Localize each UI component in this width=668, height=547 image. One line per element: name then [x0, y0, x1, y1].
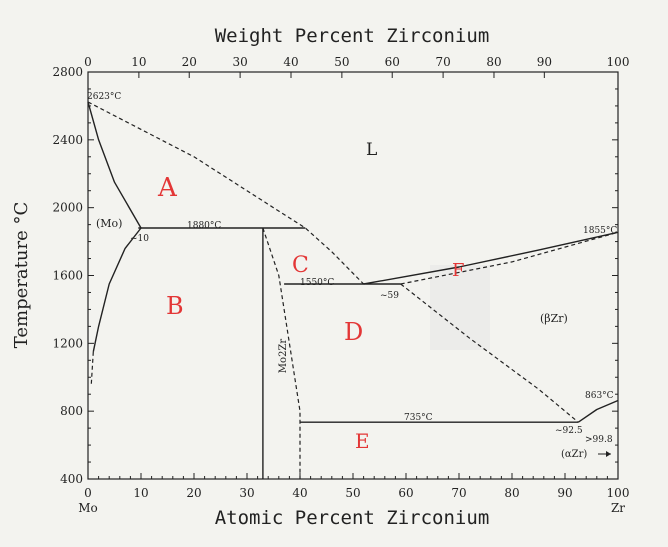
dashed-line-mo-liquidus-dashed: [87, 101, 365, 285]
eutectoid-temp-label: 735°C: [404, 413, 433, 423]
eutectic-temp-label: 1550°C: [300, 278, 334, 288]
dashed-line-mo-solvus-dotted: [90, 351, 94, 386]
y-tick-label: 2800: [52, 65, 83, 79]
mo-phase-label: (Mo): [96, 217, 122, 230]
top-tick-label: 20: [182, 55, 197, 69]
zr-melting-point-label: 1855°C: [583, 226, 617, 236]
bottom-right-end-label: Zr: [611, 501, 625, 515]
solid-line-mo-solvus: [92, 227, 142, 352]
peritectic-temp-label: 1880°C: [187, 221, 221, 231]
bottom-tick-label: 40: [292, 486, 307, 500]
y-tick-label: 1200: [52, 336, 83, 350]
beta-zr-label: (βZr): [540, 312, 568, 325]
region-mark-a: A: [157, 173, 178, 203]
bottom-tick-label: 50: [345, 486, 360, 500]
top-tick-label: 40: [283, 55, 298, 69]
y-axis-title: Temperature °C: [11, 202, 32, 348]
dashed-line-beta-solvus-dashed: [400, 283, 579, 423]
alpha-zr-arrowhead-icon: [606, 451, 611, 457]
top-tick-label: 60: [385, 55, 400, 69]
dashed-line-mo2zr-right-boundary: [262, 227, 301, 479]
top-tick-label: 0: [84, 55, 92, 69]
bottom-tick-label: 100: [607, 486, 630, 500]
bottom-axis-ticks: 0 10 20 30 40 50 60 70 80 90 100: [84, 473, 629, 500]
alpha-solubility-label: >99.8: [585, 435, 613, 445]
paper-smudge: [430, 265, 490, 350]
top-tick-label: 70: [435, 55, 450, 69]
phase-boundaries: [87, 101, 619, 479]
eutectic-comp-label: ~59: [380, 291, 399, 301]
y-tick-label: 2400: [52, 133, 83, 147]
solid-line-zr-liquidus-solid: [363, 231, 619, 285]
zr-transition-temp-label: 863°C: [585, 391, 614, 401]
alpha-zr-label: (αZr): [561, 449, 587, 460]
top-axis-ticks: 0 10 20 30 40 50 60 70 80 90 100: [84, 55, 629, 78]
bottom-tick-label: 10: [133, 486, 148, 500]
y-tick-label: 1600: [52, 269, 83, 283]
dashed-line-zr-liquidus-dashed: [400, 231, 619, 285]
bottom-tick-label: 80: [504, 486, 519, 500]
region-mark-c: C: [292, 253, 309, 278]
y-tick-label: 2000: [52, 201, 83, 215]
y-axis-ticks: 400 800 1200 1600 2000 2400 2800: [52, 65, 618, 486]
top-tick-label: 30: [232, 55, 247, 69]
bottom-tick-label: 60: [398, 486, 413, 500]
bottom-tick-label: 90: [557, 486, 572, 500]
top-tick-label: 100: [607, 55, 630, 69]
top-axis-title: Weight Percent Zirconium: [215, 25, 490, 47]
mo-solubility-label: ~10: [130, 234, 149, 244]
solid-line-alpha-beta-transus: [577, 399, 619, 423]
bottom-left-end-label: Mo: [78, 501, 98, 515]
bottom-tick-label: 30: [239, 486, 254, 500]
region-mark-f: F: [452, 260, 465, 281]
top-tick-label: 50: [334, 55, 349, 69]
y-tick-label: 800: [60, 404, 83, 418]
bottom-tick-label: 0: [84, 486, 92, 500]
region-mark-b: B: [166, 292, 184, 320]
eutectoid-comp-label: ~92.5: [555, 426, 583, 436]
mo-melting-point-label: 2623°C: [87, 92, 121, 102]
top-tick-label: 90: [537, 55, 552, 69]
bottom-axis-title: Atomic Percent Zirconium: [215, 507, 490, 529]
bottom-tick-label: 20: [186, 486, 201, 500]
liquid-region-label: L: [366, 140, 377, 160]
region-mark-d: D: [344, 318, 363, 346]
mo2zr-compound-label: Mo2Zr: [278, 339, 289, 374]
solid-line-mo-liquidus-left: [87, 101, 142, 229]
y-tick-label: 400: [60, 472, 83, 486]
bottom-tick-label: 70: [451, 486, 466, 500]
top-tick-label: 10: [131, 55, 146, 69]
region-mark-e: E: [355, 429, 370, 453]
top-tick-label: 80: [486, 55, 501, 69]
